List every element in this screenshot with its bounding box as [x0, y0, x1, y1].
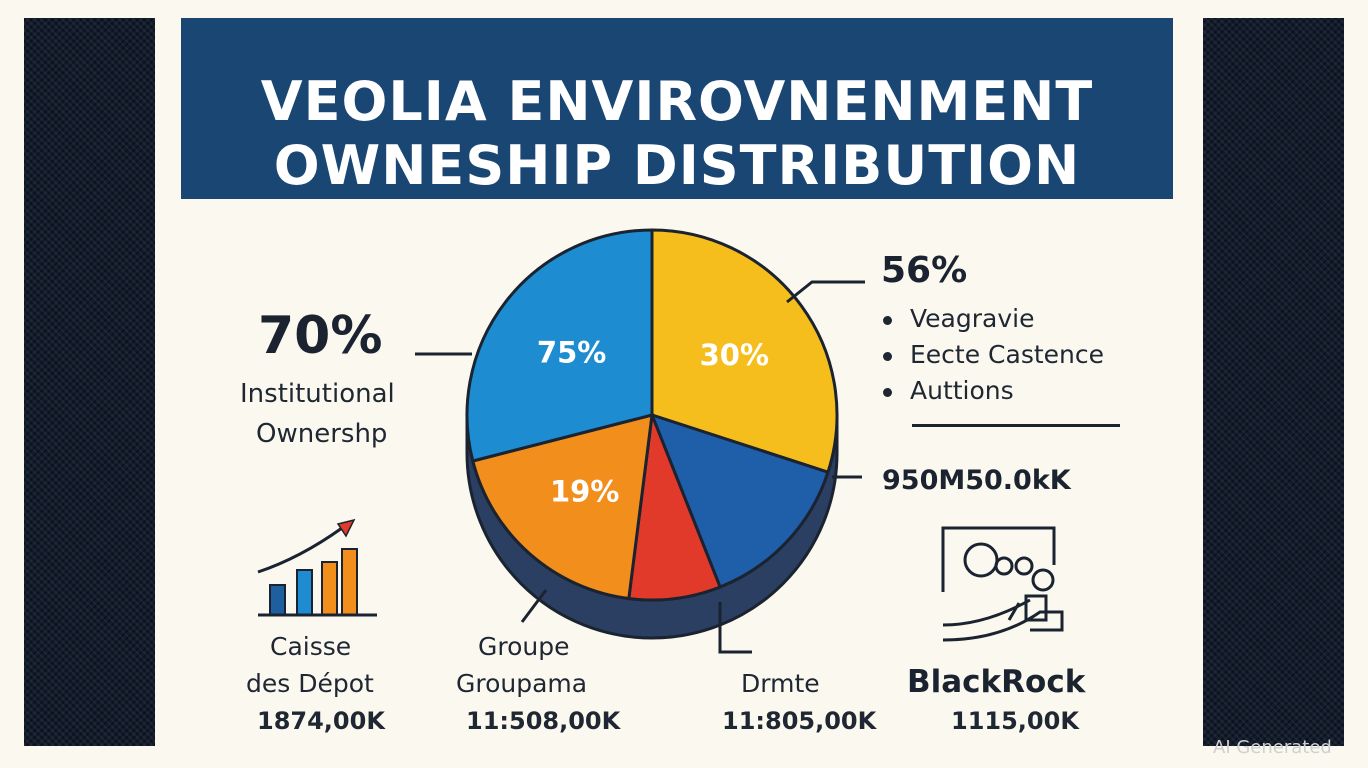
legend-divider — [912, 424, 1120, 427]
pie-slice-3 — [627, 414, 723, 602]
title-line-2: OWNESHIP DISTRIBUTION — [273, 134, 1081, 197]
pie-slice-2 — [649, 412, 830, 589]
left-decorative-panel — [24, 18, 155, 746]
legend-item: Veagravie — [883, 304, 1034, 333]
legend-item-label: Eecte Castence — [910, 340, 1105, 369]
legend-item: Auttions — [883, 376, 1014, 405]
pie-slice-label: 75% — [537, 336, 606, 370]
holder-1-name-line2: des Dépot — [246, 669, 374, 698]
pie-slice-5 — [465, 228, 654, 463]
pie-slice-1 — [650, 228, 839, 475]
pie-slice-4 — [470, 412, 654, 601]
leader-line — [718, 602, 752, 654]
holder-3-name: Drmte — [741, 669, 820, 698]
pie-label-group: 30% 19% 75% — [537, 336, 769, 509]
holder-4-amount: 1115,00K — [951, 707, 1079, 735]
leader-lines — [415, 280, 865, 654]
pie-slice-label: 19% — [550, 474, 619, 508]
top-right-percent: 56% — [881, 250, 968, 291]
bar-chart-growth-icon — [257, 518, 377, 617]
bullet-dot-icon — [883, 387, 892, 397]
holder-2-amount: 11:508,00K — [466, 707, 621, 735]
people-meeting-icon — [941, 526, 1064, 642]
mid-right-value: 950M50.0kK — [882, 465, 1071, 496]
legend-item: Eecte Castence — [883, 340, 1104, 369]
holder-2-name-line1: Groupe — [478, 632, 570, 661]
holder-1-name-line1: Caisse — [270, 632, 352, 661]
institutional-label-line1: Institutional — [240, 379, 395, 409]
holder-4-name: BlackRock — [907, 664, 1086, 700]
legend-item-label: Veagravie — [910, 304, 1035, 333]
bullet-dot-icon — [883, 351, 892, 361]
holder-1-amount: 1874,00K — [257, 707, 385, 735]
title-banner: VEOLIA ENVIROVNENMENT OWNESHIP DISTRIBUT… — [181, 18, 1173, 199]
title-line-1: VEOLIA ENVIROVNENMENT — [260, 70, 1094, 133]
leader-line — [786, 280, 865, 304]
holder-2-name-line2: Groupama — [456, 669, 588, 698]
ai-generated-watermark: AI Generated — [1213, 737, 1332, 758]
pie-slice-group — [465, 228, 839, 602]
right-decorative-panel — [1203, 18, 1344, 746]
holder-3-amount: 11:805,00K — [722, 707, 877, 735]
institutional-label-line2: Ownershp — [256, 419, 388, 449]
bullet-dot-icon — [883, 315, 892, 325]
legend-item-label: Auttions — [910, 376, 1014, 405]
pie-slice-label: 30% — [700, 338, 769, 372]
institutional-percent: 70% — [258, 306, 383, 366]
leader-line — [520, 589, 548, 623]
